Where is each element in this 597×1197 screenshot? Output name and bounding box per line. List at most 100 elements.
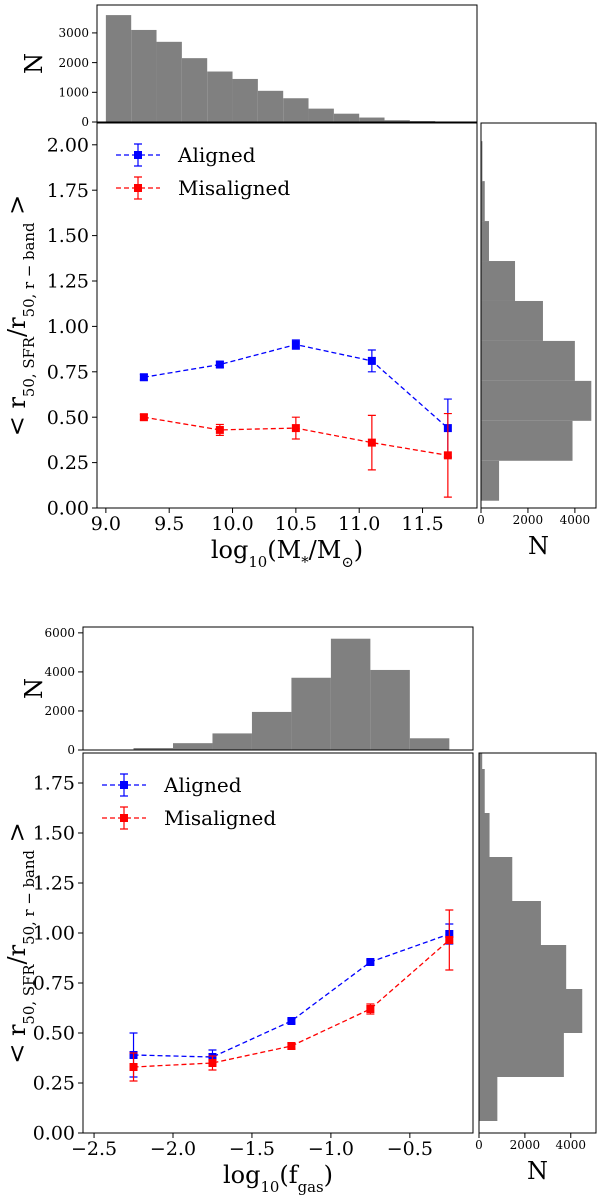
data-point xyxy=(291,424,300,433)
hist-bar xyxy=(479,1077,498,1121)
axis-label: < r50, SFR/r50, r − band > xyxy=(3,195,38,437)
x-tick-label: 9.0 xyxy=(91,513,121,535)
label-subscript: ⊙ xyxy=(341,553,353,571)
hist-bar xyxy=(479,769,485,813)
hist-bar xyxy=(359,117,385,122)
plot-area xyxy=(139,339,452,498)
legend-marker xyxy=(120,781,128,789)
label-subscript: 50, r − band xyxy=(20,222,38,317)
hist-bar xyxy=(207,71,233,122)
y-tick-label: 4000 xyxy=(44,665,75,679)
label-part: > xyxy=(3,195,31,223)
hist-bar xyxy=(481,261,516,301)
axes-frame xyxy=(480,122,597,509)
data-point xyxy=(367,356,376,365)
x-tick-label: 0 xyxy=(475,1138,483,1152)
data-point xyxy=(366,958,375,966)
hist-bar xyxy=(232,78,258,122)
data-point xyxy=(129,1063,138,1071)
y-tick-label: 1.50 xyxy=(47,225,89,247)
chart-panel: 9.0 9.5 10.0 10.5 11.0 11.5 0.00 0.25 0.50 0.75 1.… xyxy=(3,122,478,571)
legend-label: Aligned xyxy=(163,773,242,797)
x-tick-label: −2.0 xyxy=(150,1138,196,1160)
hist-bar xyxy=(308,108,334,122)
y-tick-label: 0.75 xyxy=(47,361,89,383)
label-part: /r xyxy=(3,317,31,337)
x-tick-label: 11.5 xyxy=(401,513,443,535)
hist-bar xyxy=(479,857,513,901)
label-part: > xyxy=(3,822,31,850)
hist-bar xyxy=(212,733,252,750)
axes-frame xyxy=(96,122,478,509)
x-tick-label: −0.5 xyxy=(387,1138,433,1160)
hist-bar xyxy=(283,98,309,122)
hist-bar xyxy=(384,120,410,122)
axis-label: N xyxy=(20,53,48,74)
y-tick-label: 2000 xyxy=(44,704,75,718)
label-subscript: 10 xyxy=(260,1178,279,1196)
y-tick-label: 0.50 xyxy=(47,407,89,429)
hist-bar xyxy=(481,221,489,262)
y-tick-label: 1.25 xyxy=(47,271,89,293)
label-part: ) xyxy=(324,1161,333,1189)
hist-bar xyxy=(105,15,132,122)
data-point xyxy=(291,340,300,349)
x-tick-label: 0 xyxy=(477,513,485,527)
label-part: (M xyxy=(267,536,301,564)
y-tick-label: 0.75 xyxy=(33,973,75,995)
y-tick-label: 1.25 xyxy=(33,873,75,895)
legend-marker xyxy=(134,184,142,192)
label-part: log xyxy=(223,1161,261,1189)
data-point xyxy=(366,1005,375,1013)
x-tick-label: 9.5 xyxy=(154,513,184,535)
axis-label: < r50, SFR/r50, r − band > xyxy=(3,822,38,1064)
y-tick-label: 6000 xyxy=(44,626,75,640)
plot-area xyxy=(105,15,461,122)
axis-label: N xyxy=(528,532,549,560)
hist-bar xyxy=(333,113,360,122)
hist-bar xyxy=(481,181,485,222)
y-tick-label: 0.00 xyxy=(33,1123,75,1145)
data-point xyxy=(287,1017,296,1025)
hist-bar xyxy=(409,738,450,750)
y-tick-label: 2.00 xyxy=(47,134,89,156)
data-point xyxy=(139,373,148,382)
hist-bar xyxy=(481,300,543,341)
data-point xyxy=(287,1042,296,1050)
x-tick-label: −2.5 xyxy=(71,1138,117,1160)
y-tick-label: 1.00 xyxy=(47,316,89,338)
chart-panel: 0 1000 2000 3000 N xyxy=(20,4,478,129)
plot-area xyxy=(129,909,454,1082)
legend-label: Aligned xyxy=(177,143,256,167)
data-point xyxy=(215,360,224,369)
y-tick-label: 1.00 xyxy=(33,923,75,945)
label-part: /r xyxy=(3,944,31,964)
x-tick-label: −1.5 xyxy=(229,1138,275,1160)
data-point xyxy=(208,1059,217,1067)
x-tick-label: 4000 xyxy=(555,1138,586,1152)
plot-area xyxy=(479,753,583,1121)
data-point xyxy=(445,936,454,944)
x-tick-label: 4000 xyxy=(560,513,591,527)
axis-label: log10(M*/M⊙) xyxy=(211,536,363,571)
y-tick-label: 0.00 xyxy=(47,498,89,520)
label-subscript: 10 xyxy=(248,553,267,571)
hist-bar xyxy=(479,989,583,1033)
chart-panel: −2.5 −2.0 −1.5 −1.0 −0.5 0.00 0.25 0.50 0.75 1.00… xyxy=(3,752,474,1196)
label-subscript: 50, SFR xyxy=(20,964,38,1025)
hist-bar xyxy=(181,58,208,122)
x-tick-label: 10.5 xyxy=(275,513,317,535)
chart-panel: 0 2000 4000 N xyxy=(477,122,597,560)
hist-bar xyxy=(479,945,567,989)
hist-bar xyxy=(133,748,173,750)
data-point xyxy=(367,438,376,447)
hist-bar xyxy=(481,420,573,461)
series-line xyxy=(143,343,449,429)
axes-frame xyxy=(82,752,474,1134)
y-tick-label: 2000 xyxy=(58,56,89,70)
x-tick-label: 10.0 xyxy=(211,513,253,535)
y-tick-label: 1.75 xyxy=(33,773,75,795)
hist-bar xyxy=(479,901,541,945)
label-part: < r xyxy=(3,1024,31,1064)
axis-label: N xyxy=(527,1157,548,1185)
